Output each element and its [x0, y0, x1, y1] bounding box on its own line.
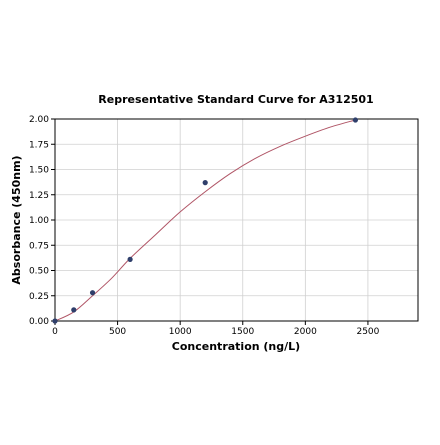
- x-tick-label: 0: [52, 327, 58, 337]
- chart-title: Representative Standard Curve for A31250…: [98, 93, 373, 106]
- data-point: [202, 180, 208, 186]
- data-point: [127, 256, 133, 262]
- y-tick-label: 1.75: [29, 140, 49, 150]
- x-tick-label: 2500: [356, 327, 379, 337]
- data-point: [89, 290, 96, 296]
- data-point: [71, 307, 77, 313]
- fit-curve-layer: [54, 119, 356, 322]
- y-tick-label: 0.25: [29, 292, 49, 302]
- y-tick-label: 2.00: [29, 115, 49, 125]
- y-tick-label: 1.25: [29, 191, 49, 201]
- axis-ticks: 0 500 1000 1500 2000 2500 0.00 0.25 0.50 0.75 1.00…: [29, 115, 380, 337]
- data-point: [52, 318, 58, 324]
- x-axis-label: Concentration (ng/L): [172, 340, 300, 353]
- y-axis-label: Absorbance (450nm): [10, 155, 23, 284]
- y-tick-label: 1.00: [29, 216, 49, 226]
- x-tick-label: 1000: [169, 327, 192, 337]
- y-tick-label: 0.00: [29, 317, 49, 327]
- data-points: [52, 117, 359, 324]
- y-tick-label: 1.50: [29, 166, 49, 176]
- y-tick-label: 0.50: [29, 267, 49, 277]
- x-tick-label: 500: [109, 327, 126, 337]
- data-point: [352, 117, 359, 123]
- x-tick-label: 2000: [294, 327, 317, 337]
- fit-curve: [54, 119, 356, 322]
- x-tick-label: 1500: [231, 327, 254, 337]
- y-tick-label: 0.75: [29, 241, 49, 251]
- grid: [54, 118, 418, 322]
